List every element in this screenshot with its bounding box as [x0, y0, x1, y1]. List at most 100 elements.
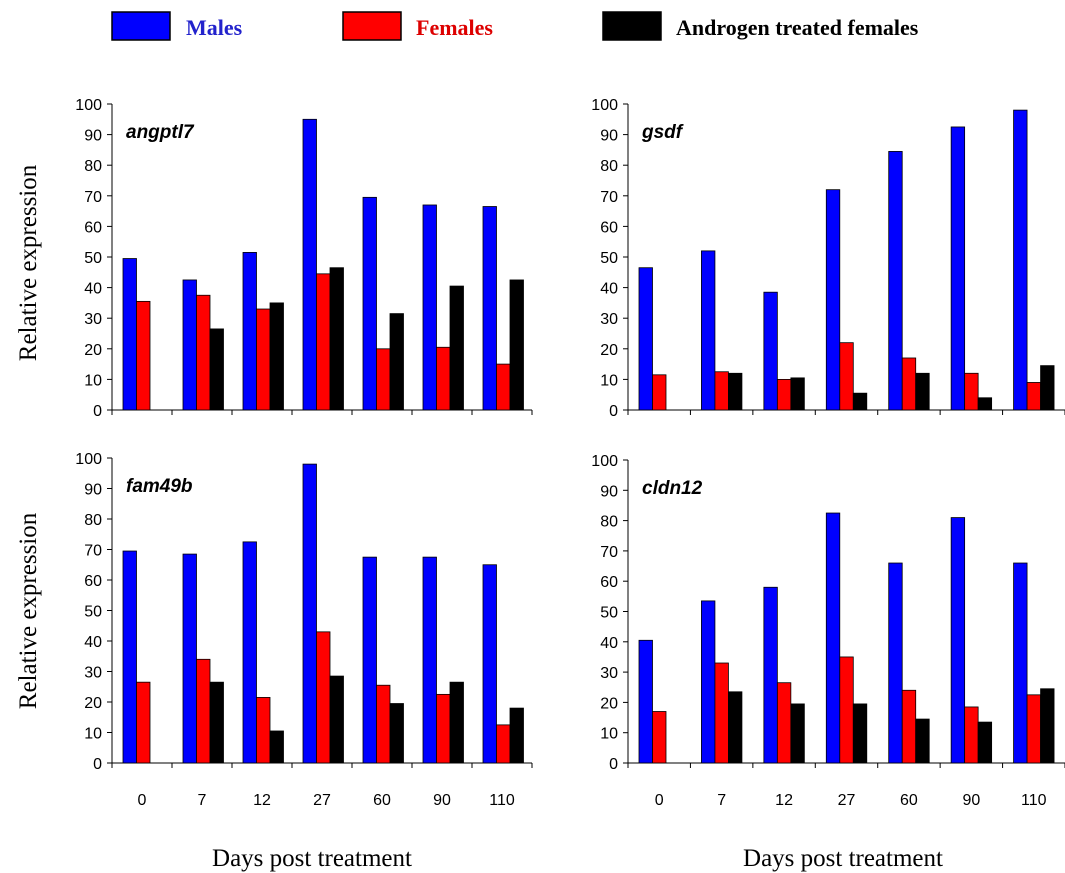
x-tick-label: 7	[717, 792, 726, 809]
bar-males-7	[701, 250, 716, 411]
bar-females-110	[496, 363, 511, 411]
y-tick-label: 100	[75, 97, 102, 114]
bar-males-27	[825, 189, 841, 411]
y-tick-label: 10	[600, 726, 618, 743]
x-tick-label: 90	[433, 792, 451, 809]
bar-androgen-treated-females-7	[728, 372, 743, 411]
bar-androgen-treated-females-27	[329, 675, 344, 764]
bar-androgen-treated-females-27	[852, 392, 868, 411]
bar-females-7	[714, 662, 729, 764]
x-tick-label: 90	[962, 792, 980, 809]
bar-androgen-treated-females-90	[977, 721, 993, 764]
y-axis-title-bottom: Relative expression	[15, 512, 42, 709]
bar-females-60	[376, 348, 391, 411]
bar-males-90	[950, 126, 966, 411]
x-tick-label: 27	[838, 792, 856, 809]
bar-androgen-treated-females-12	[269, 302, 284, 411]
bar-androgen-treated-females-12	[790, 703, 805, 764]
bar-females-27	[316, 273, 331, 411]
bar-females-90	[436, 693, 451, 764]
bar-androgen-treated-females-60	[389, 703, 404, 764]
y-tick-label: 10	[84, 726, 102, 743]
y-tick-label: 30	[84, 665, 102, 682]
bar-males-12	[242, 541, 257, 764]
y-tick-label: 80	[600, 158, 618, 175]
bar-males-90	[422, 556, 437, 764]
bar-males-110	[482, 564, 497, 764]
y-tick-label: 10	[600, 372, 618, 389]
y-tick-label: 40	[600, 281, 618, 298]
x-tick-label: 27	[313, 792, 331, 809]
chart-panel-cldn12: 0 10 20 30 40 50 60 70 80 90 100 0 7 12 27 60 90 110 cldn1…	[591, 453, 1065, 809]
bar-males-7	[182, 279, 197, 411]
y-tick-label: 60	[84, 573, 102, 590]
chart-panels: 0102030405060708090100angptl701020304050…	[75, 97, 1065, 809]
bar-females-110	[1026, 382, 1041, 411]
legend-swatch	[111, 11, 171, 41]
bar-males-12	[763, 291, 778, 411]
bar-females-90	[964, 706, 979, 764]
chart-panel-gsdf: 0 10 20 30 40 50 60 70 80 90 100 gsdf	[591, 97, 1065, 420]
bar-androgen-treated-females-60	[915, 718, 930, 764]
x-tick-label: 60	[900, 792, 918, 809]
y-tick-label: 70	[600, 544, 618, 561]
x-tick-label: 7	[198, 792, 207, 809]
bar-androgen-treated-females-60	[389, 313, 404, 411]
chart-title: angptl7	[126, 122, 195, 143]
x-tick-label: 0	[138, 792, 147, 809]
bar-males-110	[1013, 109, 1028, 411]
bar-males-12	[242, 252, 257, 411]
y-tick-label: 80	[84, 512, 102, 529]
y-tick-label: 30	[84, 311, 102, 328]
y-axis-title-top: Relative expression	[15, 164, 42, 361]
y-tick-label: 100	[75, 451, 102, 468]
bar-males-60	[888, 151, 903, 411]
bar-females-60	[901, 357, 917, 411]
bar-males-12	[763, 586, 778, 764]
bar-females-0	[136, 300, 151, 411]
legend-item: Females	[342, 11, 493, 41]
bar-androgen-treated-females-90	[449, 681, 464, 764]
y-tick-label: 30	[600, 311, 618, 328]
bar-males-0	[122, 550, 137, 764]
y-tick-label: 20	[84, 695, 102, 712]
bar-androgen-treated-females-90	[977, 397, 993, 411]
y-tick-label: 40	[84, 634, 102, 651]
legend-label: Females	[416, 15, 493, 40]
y-tick-label: 70	[600, 189, 618, 206]
bar-females-12	[776, 378, 792, 411]
x-tick-label: 0	[655, 792, 664, 809]
bar-androgen-treated-females-110	[1040, 688, 1055, 764]
bar-females-12	[256, 697, 271, 764]
bar-androgen-treated-females-12	[269, 730, 284, 764]
bar-males-110	[482, 206, 497, 411]
bar-androgen-treated-females-110	[509, 279, 524, 411]
y-tick-label: 90	[600, 483, 618, 500]
bar-females-60	[376, 684, 391, 764]
bar-males-90	[422, 204, 437, 411]
bar-males-60	[362, 556, 377, 764]
bar-females-7	[714, 371, 729, 411]
chart-panel-fam49b: 0 10 20 30 40 50 60 70 80 90 100 0 7 12 27 60 90 110 fam49…	[75, 451, 533, 809]
bar-females-27	[839, 656, 854, 764]
bar-androgen-treated-females-7	[209, 681, 224, 764]
bar-females-110	[1026, 694, 1041, 764]
y-tick-label: 10	[84, 372, 102, 389]
y-tick-label: 90	[600, 128, 618, 145]
bar-androgen-treated-females-7	[209, 328, 224, 411]
y-tick-label: 0	[93, 756, 102, 773]
y-tick-label: 0	[609, 403, 618, 420]
bar-androgen-treated-females-90	[449, 285, 464, 411]
bar-androgen-treated-females-12	[790, 377, 805, 411]
x-tick-label: 110	[1021, 792, 1047, 809]
y-tick-label: 70	[84, 543, 102, 560]
bar-females-0	[652, 711, 667, 764]
x-axis-title-right: Days post treatment	[743, 845, 943, 872]
bar-females-7	[196, 294, 211, 411]
bar-androgen-treated-females-27	[329, 267, 344, 411]
legend-item: Androgen treated females	[602, 11, 919, 41]
bar-females-110	[496, 724, 511, 764]
y-tick-label: 50	[84, 250, 102, 267]
y-tick-label: 60	[600, 574, 618, 591]
